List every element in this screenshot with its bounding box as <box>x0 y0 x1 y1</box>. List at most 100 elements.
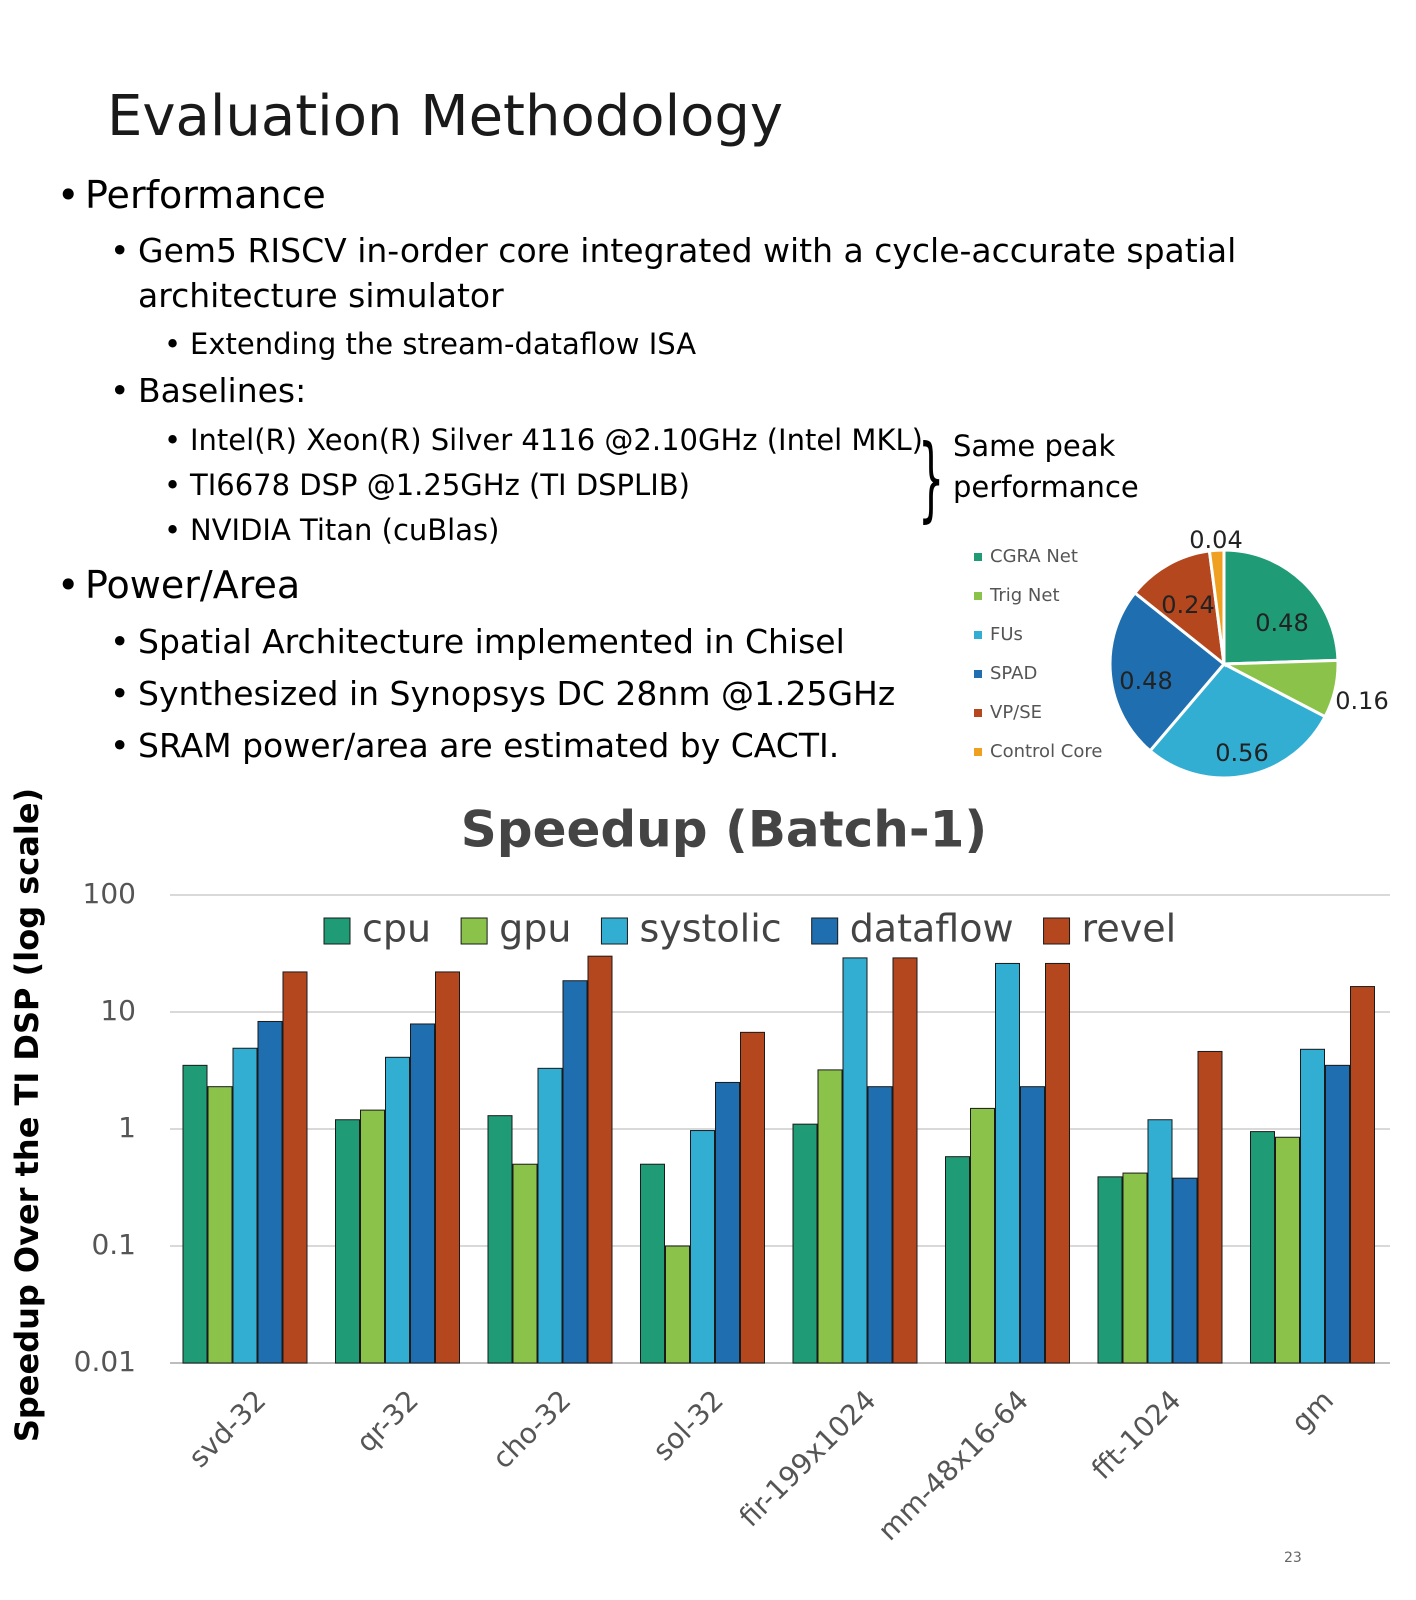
bar-dataflow-cho-32 <box>562 980 588 1364</box>
x-tick-label: svd-32 <box>182 1384 272 1474</box>
chart-title: Speedup (Batch-1) <box>461 801 987 859</box>
y-tick-label: 100 <box>83 877 136 910</box>
bullet-intel: Intel(R) Xeon(R) Silver 4116 @2.10GHz (I… <box>164 423 923 457</box>
bar-systolic-fft-1024 <box>1147 1119 1173 1364</box>
bar-systolic-svd-32 <box>232 1047 258 1364</box>
y-axis-label: Speedup Over the TI DSP (log scale) <box>8 788 46 1442</box>
bar-cpu-fft-1024 <box>1097 1176 1123 1364</box>
same-peak-label-cont: performance <box>953 470 1139 504</box>
pie-legend-label: FUs <box>990 624 1023 645</box>
y-tick-label: 10 <box>100 994 136 1027</box>
bar-gpu-qr-32 <box>360 1109 385 1364</box>
pie-legend-label: VP/SE <box>990 702 1042 723</box>
bar-dataflow-sol-32 <box>715 1081 740 1364</box>
bar-dataflow-mm-48x16-64 <box>1020 1086 1045 1364</box>
pie-legend-swatch <box>974 670 982 678</box>
slide-title: Evaluation Methodology <box>107 84 784 149</box>
x-tick-label: fft-1024 <box>1085 1384 1187 1486</box>
bar-revel-svd-32 <box>282 971 308 1364</box>
pie-legend-swatch <box>974 748 982 756</box>
bullet-ti: TI6678 DSP @1.25GHz (TI DSPLIB) <box>164 468 690 502</box>
bar-dataflow-gm <box>1325 1064 1350 1364</box>
y-tick-label: 0.01 <box>74 1345 136 1378</box>
pie-legend-swatch <box>974 709 982 717</box>
bar-cpu-fir-199x1024 <box>792 1123 818 1364</box>
bullet-baselines: Baselines: <box>110 371 306 410</box>
bar-cpu-sol-32 <box>640 1163 665 1364</box>
bar-revel-qr-32 <box>435 971 460 1364</box>
legend-swatch-systolic <box>600 917 628 945</box>
bar-revel-fir-199x1024 <box>892 957 918 1364</box>
pie-legend-label: SPAD <box>990 663 1037 684</box>
pie-legend-label: CGRA Net <box>990 546 1078 567</box>
bullet-performance: Performance <box>57 173 326 217</box>
slide-number: 23 <box>1284 1550 1302 1566</box>
y-tick-label: 1 <box>118 1111 136 1144</box>
pie-data-label: 0.04 <box>1189 526 1242 554</box>
power-area-pie-chart: 0.48 0.16 0.56 0.48 0.24 0.04 CGRA Net Trig Net… <box>974 526 1389 780</box>
pie-legend-swatch <box>974 631 982 639</box>
bar-gpu-svd-32 <box>207 1086 233 1364</box>
bullet-chisel: Spatial Architecture implemented in Chis… <box>110 622 845 661</box>
bullet-sram: SRAM power/area are estimated by CACTI. <box>110 726 839 765</box>
pie-slice-control-core <box>1207 548 1226 665</box>
legend-label-dataflow: dataflow <box>850 907 1014 951</box>
y-tick-label: 0.1 <box>91 1228 136 1261</box>
bar-gpu-gm <box>1275 1136 1300 1364</box>
bar-systolic-fir-199x1024 <box>842 957 868 1364</box>
bar-systolic-qr-32 <box>385 1056 410 1364</box>
pie-legend-swatch <box>974 553 982 561</box>
pie-slice-cgra-net <box>1222 548 1340 666</box>
bar-revel-sol-32 <box>740 1031 765 1364</box>
same-peak-label: Same peak <box>953 429 1116 463</box>
pie-slice-spad <box>1108 590 1227 753</box>
x-tick-label: gm <box>1285 1384 1340 1439</box>
bar-gpu-fir-199x1024 <box>817 1069 843 1364</box>
legend-label-systolic: systolic <box>639 907 781 951</box>
bar-revel-fft-1024 <box>1197 1050 1223 1364</box>
pie-slice-vp-se <box>1132 549 1226 668</box>
legend-swatch-revel <box>1043 917 1071 945</box>
bar-gpu-mm-48x16-64 <box>970 1107 995 1364</box>
pie-data-label: 0.16 <box>1335 687 1388 715</box>
x-tick-label: sol-32 <box>646 1384 730 1468</box>
x-tick-label: qr-32 <box>350 1384 425 1459</box>
bar-cpu-gm <box>1250 1131 1275 1364</box>
bar-gpu-sol-32 <box>665 1245 690 1364</box>
bar-revel-mm-48x16-64 <box>1045 962 1070 1364</box>
bar-revel-cho-32 <box>587 955 613 1364</box>
bar-revel-gm <box>1350 986 1375 1364</box>
x-tick-label: fir-199x1024 <box>733 1384 883 1534</box>
pie-data-label: 0.56 <box>1215 739 1268 767</box>
bullet-gem5: Gem5 RISCV in-order core integrated with… <box>110 231 1236 270</box>
legend-label-revel: revel <box>1082 907 1177 951</box>
bar-gpu-fft-1024 <box>1122 1172 1148 1364</box>
legend-label-cpu: cpu <box>362 907 431 951</box>
bar-systolic-sol-32 <box>690 1130 715 1364</box>
bullet-gem5-cont: architecture simulator <box>138 276 504 315</box>
pie-legend-swatch <box>974 592 982 600</box>
bullet-extending: Extending the stream-dataflow ISA <box>164 327 696 361</box>
bar-dataflow-fir-199x1024 <box>867 1086 893 1364</box>
bar-cpu-mm-48x16-64 <box>945 1156 970 1364</box>
bar-systolic-gm <box>1300 1048 1325 1364</box>
bar-dataflow-fft-1024 <box>1172 1177 1198 1364</box>
bar-systolic-mm-48x16-64 <box>995 962 1020 1364</box>
pie-slice-fus <box>1147 662 1328 780</box>
bar-gpu-cho-32 <box>512 1163 538 1364</box>
legend-swatch-cpu <box>323 917 351 945</box>
bullet-synopsys: Synthesized in Synopsys DC 28nm @1.25GHz <box>110 674 895 713</box>
pie-data-label: 0.48 <box>1119 667 1172 695</box>
bar-cpu-cho-32 <box>487 1115 513 1364</box>
brace-icon: } <box>918 425 945 532</box>
bar-dataflow-svd-32 <box>257 1020 283 1364</box>
pie-data-label: 0.24 <box>1161 591 1214 619</box>
legend-swatch-dataflow <box>811 917 839 945</box>
pie-legend-label: Trig Net <box>989 585 1060 606</box>
bar-dataflow-qr-32 <box>410 1023 435 1364</box>
bar-cpu-qr-32 <box>335 1119 360 1364</box>
bar-systolic-cho-32 <box>537 1067 563 1364</box>
bullet-power-area: Power/Area <box>57 563 300 607</box>
pie-legend-label: Control Core <box>990 741 1102 762</box>
